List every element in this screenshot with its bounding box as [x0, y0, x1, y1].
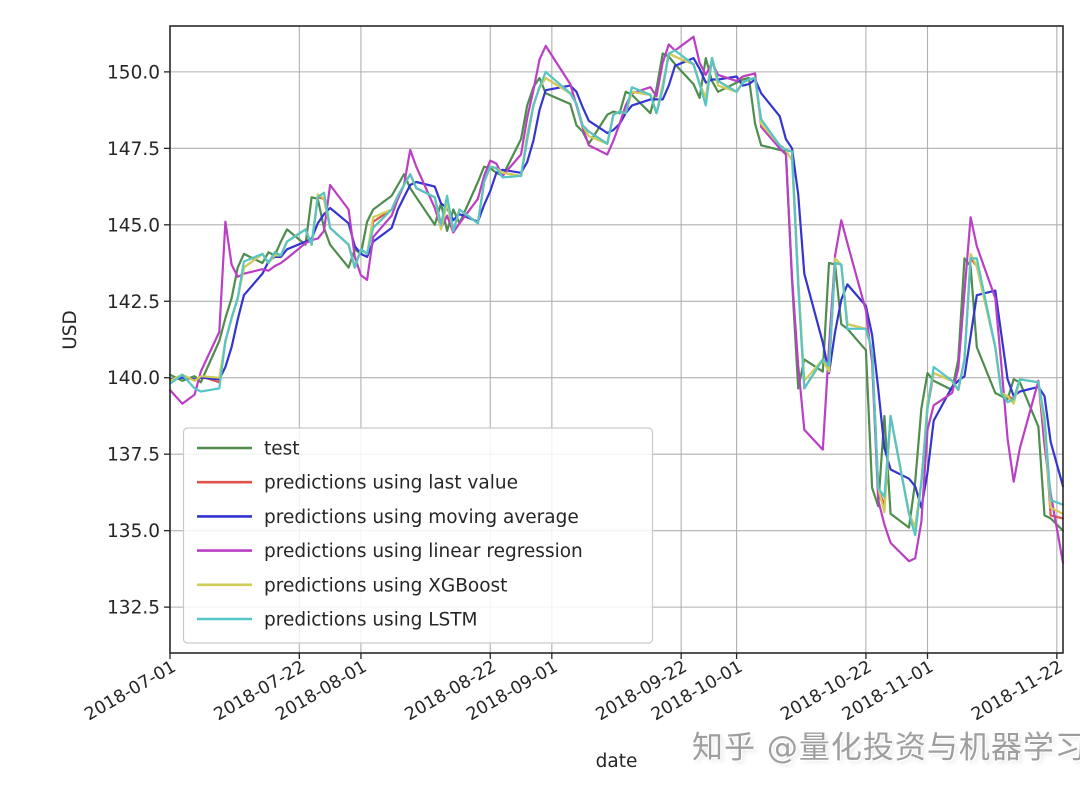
legend-label: predictions using XGBoost — [264, 575, 507, 596]
y-tick-label: 147.5 — [107, 139, 160, 160]
legend-item-lstm: predictions using LSTM — [197, 610, 478, 631]
plot-border — [169, 25, 1064, 654]
legend-item-test: test — [197, 439, 300, 460]
x-axis-title: date — [596, 751, 638, 772]
legend: test predictions using last value predicti… — [182, 427, 654, 644]
y-tick-label: 150.0 — [107, 62, 160, 83]
legend-box — [182, 427, 654, 644]
series-line-test — [168, 52, 1065, 532]
legend-item-linear-regression: predictions using linear regression — [197, 541, 583, 562]
legend-item-last-value: predictions using last value — [197, 473, 518, 494]
y-tick-label: 137.5 — [107, 445, 160, 466]
legend-label: predictions using moving average — [264, 507, 579, 528]
series-line-linear-regression — [168, 35, 1065, 564]
watermark: 知乎 @量化投资与机器学习 — [692, 730, 1080, 766]
series-line-moving-average — [168, 56, 1065, 509]
y-axis-title: USD — [60, 310, 81, 350]
legend-label: predictions using linear regression — [264, 541, 583, 562]
axes: 132.5 135.0 137.5 140.0 142.5 145.0 147.5 150.0… — [60, 62, 1066, 772]
y-tick-label: 145.0 — [107, 215, 160, 236]
y-tick-label: 140.0 — [107, 368, 160, 389]
y-tick-label: 135.0 — [107, 521, 160, 542]
legend-label: predictions using last value — [264, 473, 518, 494]
legend-label: predictions using LSTM — [264, 610, 478, 631]
legend-label: test — [264, 439, 300, 460]
legend-item-moving-average: predictions using moving average — [197, 507, 579, 528]
series-line-lstm — [168, 49, 1065, 537]
y-tick-label: 142.5 — [107, 292, 160, 313]
y-tick-label: 132.5 — [107, 598, 160, 619]
legend-item-xgboost: predictions using XGBoost — [197, 575, 507, 596]
